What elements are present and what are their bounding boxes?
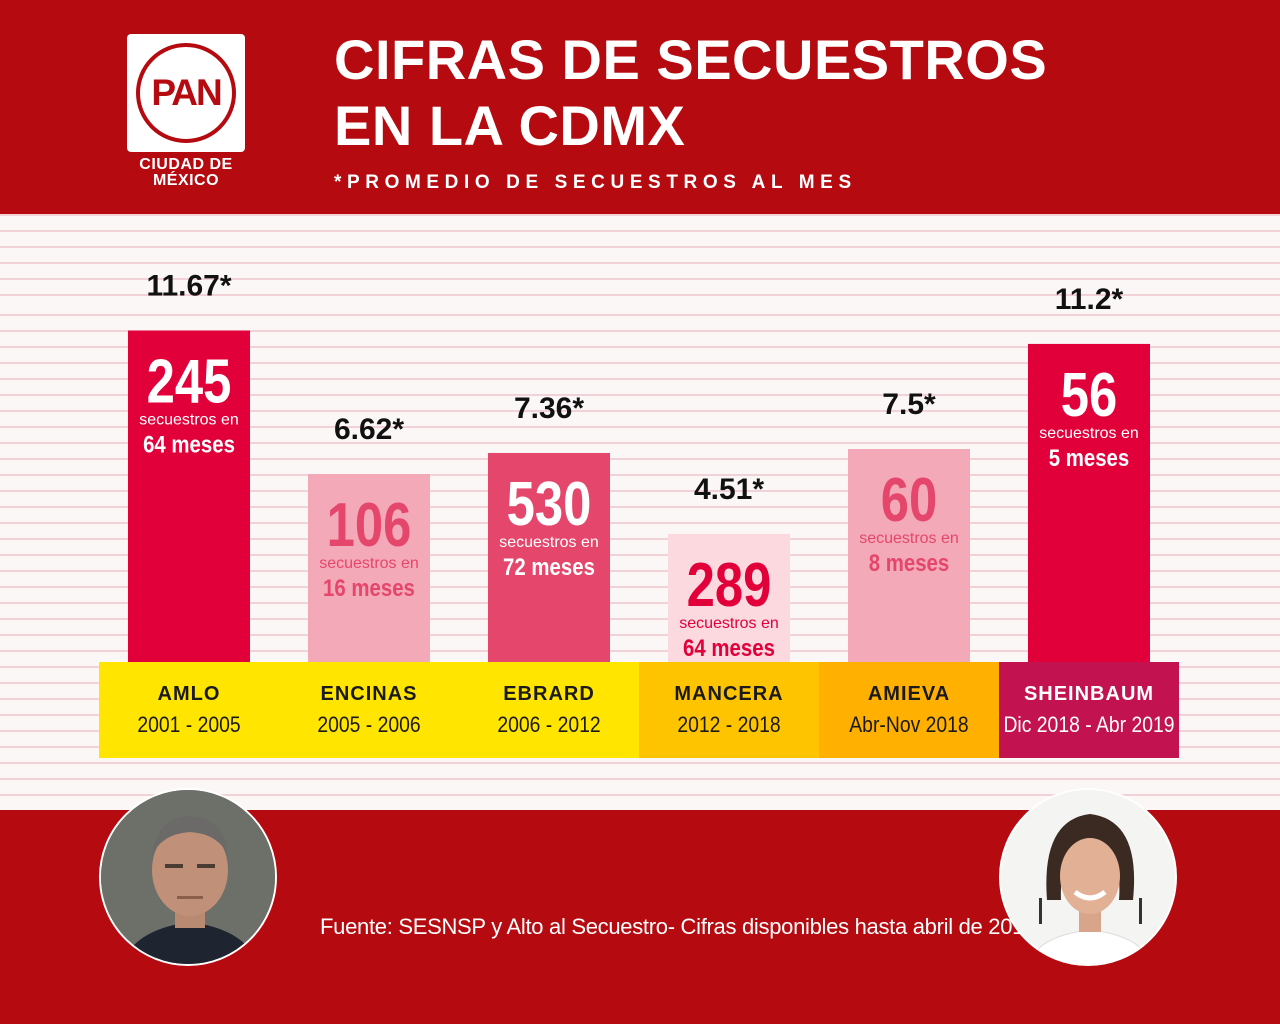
bar-total: 56 [1061, 361, 1118, 430]
bar-total: 289 [687, 551, 772, 620]
title-line-1: CIFRAS DE SECUESTROS [334, 28, 1048, 91]
bar [128, 330, 250, 662]
bar-months: 8 meses [869, 549, 950, 576]
value-label: 7.5* [882, 388, 936, 421]
person-icon [1001, 790, 1175, 964]
logo-caption: CIUDAD DE MÉXICO [118, 157, 254, 189]
category-label: EBRARD [503, 683, 595, 705]
category-box [99, 662, 279, 758]
logo-caption-line1: CIUDAD DE [139, 156, 233, 173]
bar-caption: secuestros en [499, 534, 599, 551]
category-label: AMLO [158, 683, 221, 705]
logo-caption-line2: MÉXICO [152, 172, 220, 189]
period-label: Abr-Nov 2018 [849, 713, 968, 737]
category-label: MANCERA [674, 683, 783, 705]
bar [488, 452, 610, 662]
period-label: 2012 - 2018 [677, 713, 780, 737]
category-box [639, 662, 819, 758]
bar-months: 16 meses [323, 574, 415, 601]
pan-logo: PAN [127, 34, 245, 152]
logo-ring-icon: PAN [136, 43, 236, 143]
subtitle: *PROMEDIO DE SECUESTROS AL MES [334, 172, 857, 193]
bar-caption: secuestros en [1039, 425, 1139, 442]
bar-caption: secuestros en [139, 412, 239, 429]
category-label: SHEINBAUM [1024, 683, 1154, 705]
source-note: Fuente: SESNSP y Alto al Secuestro- Cifr… [320, 914, 1037, 939]
value-label: 11.2* [1055, 283, 1124, 316]
period-label: Dic 2018 - Abr 2019 [1003, 713, 1174, 737]
bar-total: 245 [147, 348, 232, 417]
category-label: ENCINAS [320, 683, 417, 705]
category-box [279, 662, 459, 758]
bar-total: 106 [327, 491, 412, 560]
bar-months: 5 meses [1049, 444, 1130, 471]
bar-months: 64 meses [143, 431, 235, 458]
value-label: 7.36* [514, 392, 584, 425]
category-label: AMIEVA [868, 683, 950, 705]
category-box [999, 662, 1179, 758]
period-label: 2005 - 2006 [317, 713, 420, 737]
logo-text: PAN [151, 72, 222, 113]
bar [308, 473, 430, 662]
value-label: 6.62* [334, 413, 404, 446]
sheinbaum-photo [999, 788, 1177, 966]
bar-caption: secuestros en [859, 530, 959, 547]
category-box [459, 662, 639, 758]
person-icon [101, 790, 275, 964]
bar [1028, 343, 1150, 662]
bar [848, 449, 970, 662]
bar-months: 64 meses [683, 634, 775, 661]
bar [668, 533, 790, 662]
period-label: 2006 - 2012 [497, 713, 600, 737]
value-label: 4.51* [694, 473, 764, 506]
bar-total: 60 [881, 466, 938, 535]
period-label: 2001 - 2005 [137, 713, 240, 737]
category-box [819, 662, 999, 758]
amlo-photo [99, 788, 277, 966]
bar-caption: secuestros en [319, 555, 419, 572]
bar-caption: secuestros en [679, 615, 779, 632]
bar-months: 72 meses [503, 553, 595, 580]
bar-total: 530 [507, 470, 592, 539]
title-line-2: EN LA CDMX [334, 94, 686, 157]
value-label: 11.67* [146, 270, 231, 303]
